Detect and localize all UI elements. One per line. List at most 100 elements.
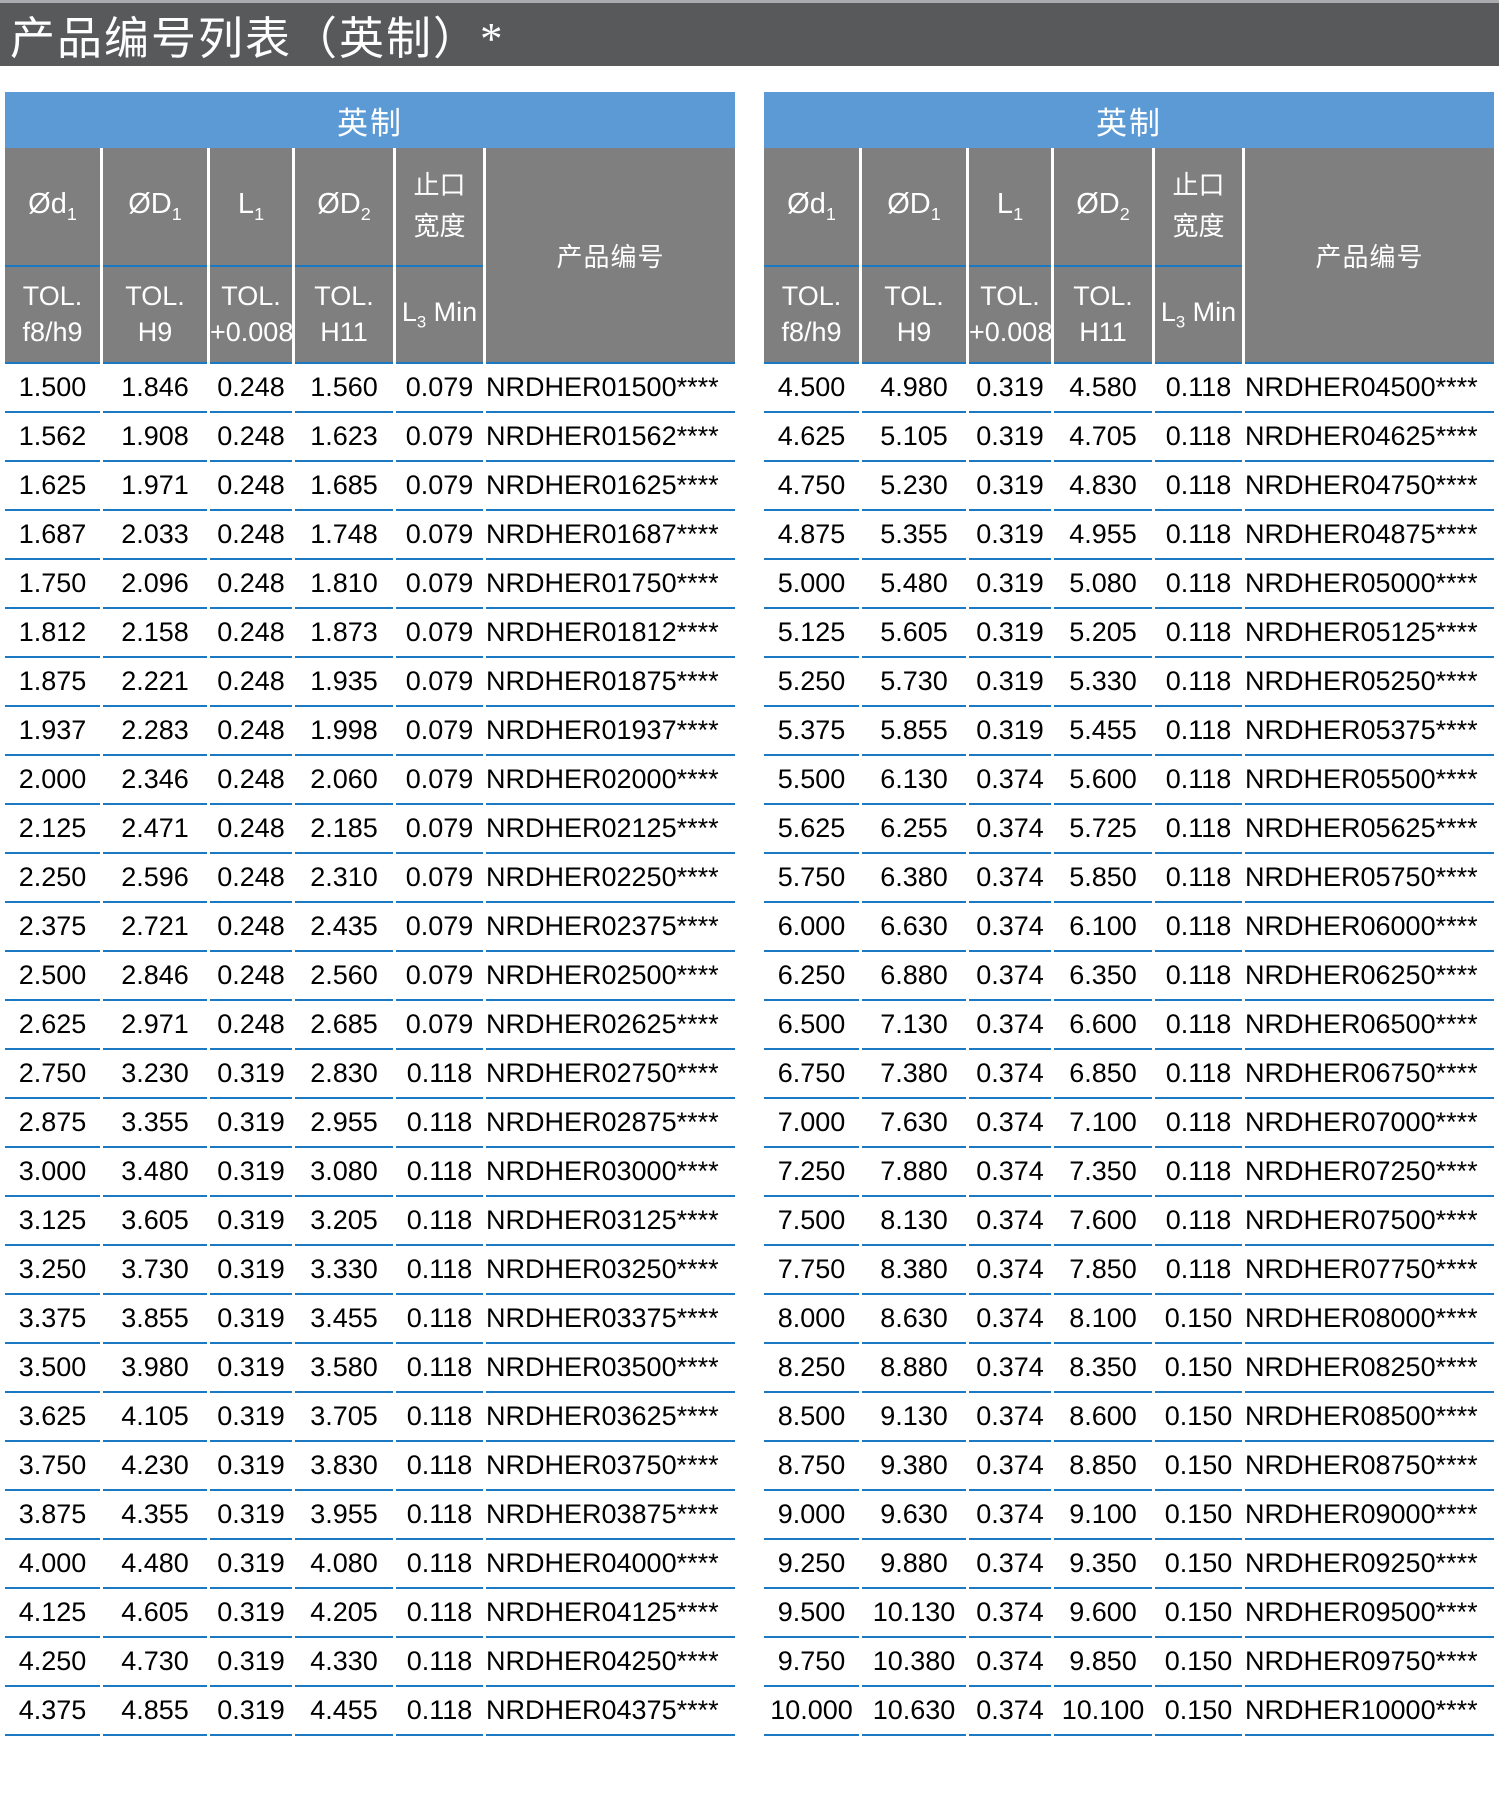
dimension-value-cell: 2.158 xyxy=(103,609,207,658)
dimension-value-cell: 0.319 xyxy=(210,1687,292,1736)
table-row: 5.625 6.255 0.374 5.725 0.118 NRDHER05625**** xyxy=(764,805,1494,854)
dimension-value-cell: 2.721 xyxy=(103,903,207,952)
product-number-cell: NRDHER01875**** xyxy=(486,658,735,707)
dimension-value-cell: 1.623 xyxy=(295,413,393,462)
table-row: 4.375 4.855 0.319 4.455 0.118 NRDHER04375**** xyxy=(5,1687,735,1736)
tol-header-h11: TOL. H11 xyxy=(295,267,393,364)
product-number-cell: NRDHER05500**** xyxy=(1245,756,1494,805)
dimension-value-cell: 0.248 xyxy=(210,854,292,903)
dimension-value-cell: 2.310 xyxy=(295,854,393,903)
dimension-value-cell: 3.330 xyxy=(295,1246,393,1295)
col-header-D1: ØD1 xyxy=(103,148,207,267)
dimension-value-cell: 0.374 xyxy=(969,1099,1051,1148)
dimension-value-cell: 9.130 xyxy=(862,1393,966,1442)
product-number-cell: NRDHER05750**** xyxy=(1245,854,1494,903)
dimension-value-cell: 3.500 xyxy=(5,1344,100,1393)
dimension-value-cell: 0.118 xyxy=(396,1197,483,1246)
dimension-value-cell: 2.125 xyxy=(5,805,100,854)
dimension-value-cell: 0.118 xyxy=(396,1148,483,1197)
col-header-stop-width: 止口 宽度 xyxy=(1155,148,1242,267)
dimension-value-cell: 0.248 xyxy=(210,1001,292,1050)
product-number-cell: NRDHER04125**** xyxy=(486,1589,735,1638)
dimension-value-cell: 6.750 xyxy=(764,1050,859,1099)
l3-symbol: L xyxy=(1160,297,1176,328)
dimension-value-cell: 3.875 xyxy=(5,1491,100,1540)
dimension-value-cell: 4.250 xyxy=(5,1638,100,1687)
product-number-cell: NRDHER01812**** xyxy=(486,609,735,658)
dimension-value-cell: 0.118 xyxy=(1155,707,1242,756)
dimension-value-cell: 4.980 xyxy=(862,364,966,413)
dimension-value-cell: 5.205 xyxy=(1054,609,1152,658)
dimension-value-cell: 0.319 xyxy=(969,511,1051,560)
dimension-value-cell: 0.079 xyxy=(396,511,483,560)
dimension-value-cell: 0.248 xyxy=(210,707,292,756)
dimension-value-cell: 0.118 xyxy=(396,1050,483,1099)
table-row: 1.875 2.221 0.248 1.935 0.079 NRDHER01875**** xyxy=(5,658,735,707)
dimension-value-cell: 0.374 xyxy=(969,1540,1051,1589)
dimension-value-cell: 6.500 xyxy=(764,1001,859,1050)
stop-width-line1: 止口 xyxy=(413,171,466,201)
dimension-value-cell: 0.374 xyxy=(969,1491,1051,1540)
product-number-cell: NRDHER04375**** xyxy=(486,1687,735,1736)
tables-container: 英制 Ød1 ØD1 L1 ØD2 止口 宽度 产品编号 TOL. f8/h9 T… xyxy=(0,66,1499,1736)
dimension-value-cell: 4.125 xyxy=(5,1589,100,1638)
dimension-value-cell: 4.455 xyxy=(295,1687,393,1736)
dimension-value-cell: 4.330 xyxy=(295,1638,393,1687)
dimension-value-cell: 7.000 xyxy=(764,1099,859,1148)
dimension-value-cell: 0.319 xyxy=(210,1148,292,1197)
dimension-value-cell: 0.374 xyxy=(969,1050,1051,1099)
dimension-value-cell: 1.562 xyxy=(5,413,100,462)
dimension-value-cell: 0.248 xyxy=(210,805,292,854)
dimension-value-cell: 5.605 xyxy=(862,609,966,658)
table-row: 8.750 9.380 0.374 8.850 0.150 NRDHER08750**** xyxy=(764,1442,1494,1491)
dimension-value-cell: 0.118 xyxy=(396,1638,483,1687)
dimension-value-cell: 1.687 xyxy=(5,511,100,560)
product-number-cell: NRDHER02750**** xyxy=(486,1050,735,1099)
dimension-value-cell: 2.221 xyxy=(103,658,207,707)
dimension-value-cell: 4.830 xyxy=(1054,462,1152,511)
d1-subscript: 1 xyxy=(66,203,77,224)
table-row: 7.750 8.380 0.374 7.850 0.118 NRDHER07750**** xyxy=(764,1246,1494,1295)
table-row: 5.375 5.855 0.319 5.455 0.118 NRDHER05375**** xyxy=(764,707,1494,756)
product-number-cell: NRDHER04875**** xyxy=(1245,511,1494,560)
product-number-cell: NRDHER01625**** xyxy=(486,462,735,511)
product-number-cell: NRDHER08000**** xyxy=(1245,1295,1494,1344)
product-number-cell: NRDHER02250**** xyxy=(486,854,735,903)
dimension-value-cell: 2.596 xyxy=(103,854,207,903)
dimension-value-cell: 0.319 xyxy=(969,560,1051,609)
page-title-bar: 产品编号列表（英制）* xyxy=(0,0,1499,66)
product-number-cell: NRDHER01562**** xyxy=(486,413,735,462)
tol-value: +0.008 xyxy=(210,316,294,347)
table-body-right: 4.500 4.980 0.319 4.580 0.118 NRDHER04500****… xyxy=(764,364,1494,1736)
dimension-value-cell: 10.630 xyxy=(862,1687,966,1736)
dimension-value-cell: 0.248 xyxy=(210,756,292,805)
table-row: 4.125 4.605 0.319 4.205 0.118 NRDHER04125**** xyxy=(5,1589,735,1638)
dimension-value-cell: 2.283 xyxy=(103,707,207,756)
product-number-cell: NRDHER05625**** xyxy=(1245,805,1494,854)
dimension-value-cell: 0.248 xyxy=(210,462,292,511)
dimension-value-cell: 1.908 xyxy=(103,413,207,462)
dimension-value-cell: 10.000 xyxy=(764,1687,859,1736)
dimension-value-cell: 0.319 xyxy=(210,1393,292,1442)
dimension-value-cell: 0.118 xyxy=(1155,854,1242,903)
dimension-value-cell: 0.079 xyxy=(396,364,483,413)
dimension-value-cell: 6.850 xyxy=(1054,1050,1152,1099)
dimension-value-cell: 0.118 xyxy=(1155,1148,1242,1197)
dimension-value-cell: 3.000 xyxy=(5,1148,100,1197)
table-row: 3.375 3.855 0.319 3.455 0.118 NRDHER03375**** xyxy=(5,1295,735,1344)
dimension-value-cell: 0.319 xyxy=(210,1442,292,1491)
dimension-value-cell: 1.810 xyxy=(295,560,393,609)
dimension-value-cell: 7.850 xyxy=(1054,1246,1152,1295)
table-row: 2.875 3.355 0.319 2.955 0.118 NRDHER02875**** xyxy=(5,1099,735,1148)
dimension-value-cell: 4.205 xyxy=(295,1589,393,1638)
dimension-value-cell: 9.600 xyxy=(1054,1589,1152,1638)
table-row: 9.500 10.130 0.374 9.600 0.150 NRDHER09500***… xyxy=(764,1589,1494,1638)
unit-band-header: 英制 xyxy=(5,92,735,148)
dimension-value-cell: 4.355 xyxy=(103,1491,207,1540)
dimension-value-cell: 6.100 xyxy=(1054,903,1152,952)
dimension-value-cell: 0.118 xyxy=(1155,1099,1242,1148)
dimension-value-cell: 6.380 xyxy=(862,854,966,903)
table-row: 2.000 2.346 0.248 2.060 0.079 NRDHER02000**** xyxy=(5,756,735,805)
dimension-value-cell: 1.560 xyxy=(295,364,393,413)
dimension-value-cell: 2.560 xyxy=(295,952,393,1001)
